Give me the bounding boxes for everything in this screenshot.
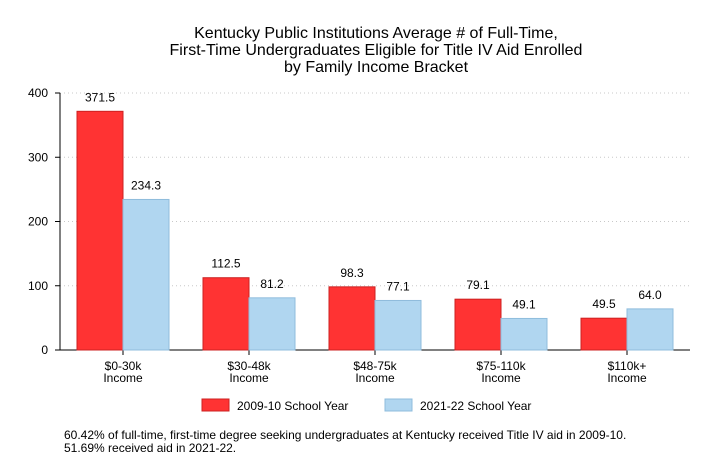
bar — [454, 298, 502, 351]
chart-title-line: First-Time Undergraduates Eligible for T… — [170, 42, 583, 59]
bar — [328, 286, 376, 351]
chart-title-line: Kentucky Public Institutions Average # o… — [194, 25, 558, 42]
category-label: Income — [481, 371, 521, 385]
y-tick-label: 200 — [28, 215, 48, 229]
y-tick-label: 0 — [41, 343, 48, 357]
legend-label: 2009-10 School Year — [237, 399, 348, 413]
bar — [626, 308, 674, 351]
bar — [202, 277, 250, 351]
category-label: $30-48k — [227, 359, 271, 373]
legend-swatch — [201, 398, 230, 412]
category-labels: $0-30kIncome$30-48kIncome$48-75kIncome$7… — [103, 359, 647, 385]
bar-value-label: 49.1 — [512, 297, 536, 311]
category-label: Income — [607, 371, 647, 385]
bar-value-label: 112.5 — [211, 257, 240, 271]
bar-value-label: 77.1 — [386, 279, 410, 293]
legend: 2009-10 School Year 2021-22 School Year — [201, 398, 531, 413]
category-label: Income — [103, 371, 143, 385]
bar — [580, 317, 628, 351]
bar-value-label: 49.5 — [592, 297, 616, 311]
bar-value-label: 64.0 — [638, 288, 662, 302]
bar — [76, 110, 124, 351]
bar — [500, 317, 548, 351]
legend-label: 2021-22 School Year — [420, 399, 531, 413]
value-labels: 371.5 234.3 112.5 81.2 98.3 77.1 79.1 49.1 49.5 6… — [85, 90, 662, 311]
bar-value-label: 98.3 — [340, 266, 364, 280]
bar-value-label: 371.5 — [85, 90, 115, 104]
category-label: Income — [355, 371, 395, 385]
bar-value-label: 81.2 — [260, 277, 284, 291]
y-tick-label: 400 — [28, 86, 48, 100]
bar-value-label: 79.1 — [466, 278, 490, 292]
category-label: $48-75k — [353, 359, 397, 373]
bars — [76, 110, 674, 351]
category-label: $110k+ — [608, 359, 647, 373]
category-label: $75-110k — [476, 359, 526, 373]
bar — [122, 198, 170, 351]
legend-swatch — [384, 398, 413, 412]
y-tick-label: 300 — [28, 150, 48, 164]
footnote: 60.42% of full-time, first-time degree s… — [64, 428, 627, 455]
bar-value-label: 234.3 — [131, 178, 161, 192]
bar — [248, 297, 296, 351]
bar — [374, 299, 422, 351]
y-tick-label: 100 — [28, 279, 48, 293]
chart-title: Kentucky Public Institutions Average # o… — [170, 25, 583, 76]
chart-title-line: by Family Income Bracket — [284, 59, 469, 76]
category-label: Income — [229, 371, 269, 385]
category-label: $0-30k — [105, 359, 143, 373]
